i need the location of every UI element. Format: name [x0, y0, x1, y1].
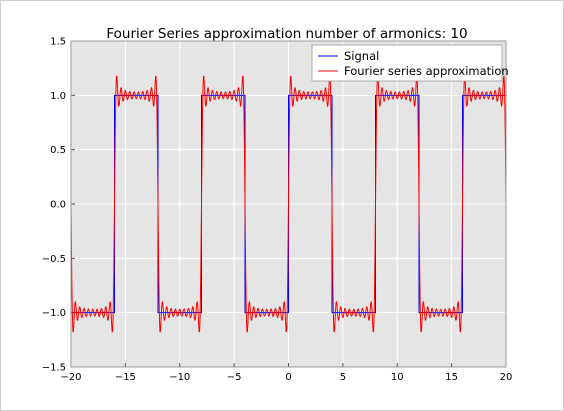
- legend-label-fourier: Fourier series approximation: [344, 64, 509, 78]
- legend-box: [311, 44, 503, 82]
- x-tick-label-8: 20: [500, 372, 513, 383]
- series-fourier-line: [70, 75, 507, 333]
- y-tick-label-3: 0.0: [50, 200, 66, 211]
- x-tick-label-6: 10: [391, 372, 404, 383]
- x-tick-label-0: −20: [60, 372, 81, 383]
- plot-frame: [70, 40, 507, 368]
- y-tick-label-4: −0.5: [42, 254, 66, 265]
- y-tick-label-0: 1.5: [50, 37, 66, 48]
- x-tick-label-4: 0: [285, 372, 291, 383]
- legend-label-signal: Signal: [344, 49, 379, 63]
- chart-title: Fourier Series approximation number of a…: [106, 26, 467, 42]
- x-tick-label-2: −10: [169, 372, 190, 383]
- x-tick-label-3: −5: [227, 372, 242, 383]
- x-axis: −20 −15 −10 −5 0 5 10 15 20: [60, 363, 512, 383]
- x-tick-label-7: 15: [445, 372, 458, 383]
- y-tick-label-1: 1.0: [50, 91, 66, 102]
- series-layer: [70, 40, 507, 368]
- x-tick-label-1: −15: [115, 372, 136, 383]
- y-tick-label-6: −1.5: [42, 363, 66, 374]
- legend: Signal Fourier series approximation: [311, 44, 509, 82]
- y-tick-label-5: −1.0: [42, 308, 66, 319]
- y-tick-label-2: 0.5: [50, 145, 66, 156]
- x-tick-label-5: 5: [340, 372, 346, 383]
- y-axis: 1.5 1.0 0.5 0.0 −0.5 −1.0 −1.5: [42, 37, 75, 374]
